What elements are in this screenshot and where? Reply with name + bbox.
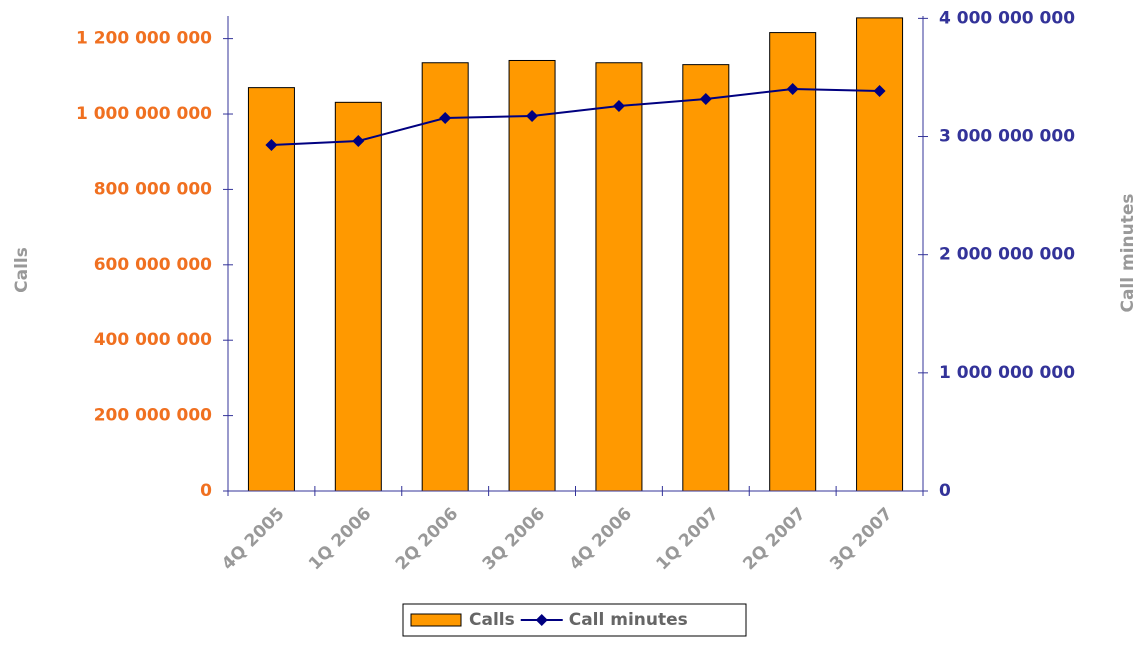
marker (526, 109, 539, 122)
marker (873, 85, 886, 98)
x-tick-label: 2Q 2006 (392, 504, 462, 574)
bar (682, 64, 730, 492)
marker (786, 83, 799, 96)
y-tick-label: 1 000 000 000 (76, 104, 212, 124)
line (271, 88, 880, 147)
y-tick-label: 600 000 000 (94, 255, 212, 275)
legend-label: Calls (469, 610, 515, 630)
marker (439, 111, 452, 124)
bar (595, 62, 643, 492)
y-axis-title: Calls (12, 247, 32, 293)
x-tick-label: 4Q 2005 (218, 504, 288, 574)
legend-marker (535, 614, 548, 626)
x-tick-label: 2Q 2007 (739, 504, 809, 574)
marker (352, 135, 365, 148)
x-tick-label: 1Q 2007 (653, 504, 723, 574)
x-tick-label: 4Q 2006 (566, 504, 636, 574)
y-tick-label: 1 200 000 000 (76, 29, 212, 49)
y2-axis-title: Call minutes (1118, 193, 1138, 312)
y-tick-label: 800 000 000 (94, 179, 212, 199)
bar (421, 62, 469, 492)
y-tick-label: 0 (200, 481, 212, 501)
bar (334, 101, 382, 492)
y2-tick-label: 1 000 000 000 (939, 363, 1075, 383)
y-tick-label: 200 000 000 (94, 406, 212, 426)
y2-tick-label: 3 000 000 000 (939, 127, 1075, 147)
x-tick-label: 3Q 2007 (826, 504, 896, 574)
x-tick-label: 1Q 2006 (305, 504, 375, 574)
marker (265, 139, 278, 152)
marker (612, 100, 625, 113)
marker (699, 92, 712, 105)
bar (247, 87, 295, 492)
legend-swatch (410, 613, 462, 627)
x-tick-label: 3Q 2006 (479, 504, 549, 574)
bar (769, 32, 817, 492)
bar (508, 59, 556, 492)
y2-tick-label: 4 000 000 000 (939, 8, 1075, 28)
y2-tick-label: 0 (939, 481, 951, 501)
y2-tick-label: 2 000 000 000 (939, 245, 1075, 265)
y-tick-label: 400 000 000 (94, 330, 212, 350)
legend-label: Call minutes (569, 610, 688, 630)
